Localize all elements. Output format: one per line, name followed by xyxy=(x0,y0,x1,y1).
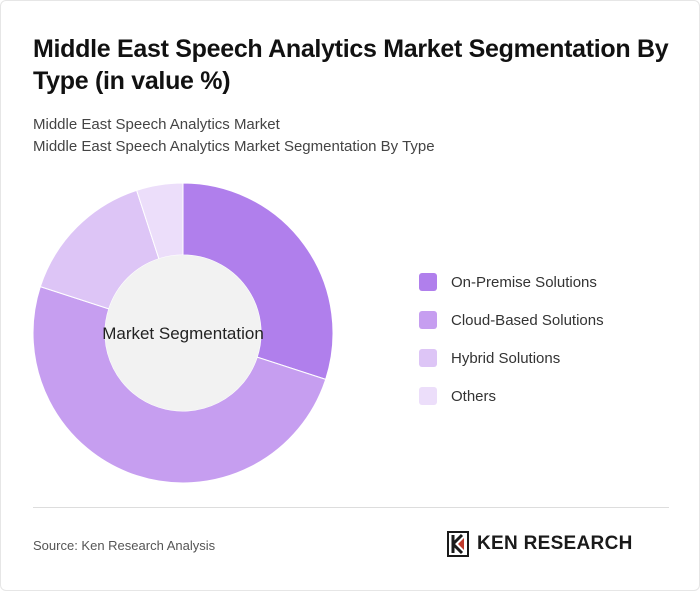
subtitle-line-2: Middle East Speech Analytics Market Segm… xyxy=(33,138,435,155)
legend-label: Cloud-Based Solutions xyxy=(451,311,604,329)
footer-divider xyxy=(33,507,669,508)
donut-hole xyxy=(105,255,261,411)
legend-item[interactable]: Cloud-Based Solutions xyxy=(419,301,604,339)
legend-label: Others xyxy=(451,387,497,405)
legend-swatch xyxy=(419,311,437,329)
source-note: Source: Ken Research Analysis xyxy=(33,538,216,553)
ken-research-logo-icon xyxy=(447,531,469,557)
chart-title: Middle East Speech Analytics Market Segm… xyxy=(33,35,669,95)
subtitle-line-1: Middle East Speech Analytics Market xyxy=(33,116,280,133)
legend-swatch xyxy=(419,273,437,291)
legend-swatch xyxy=(419,349,437,367)
legend-item[interactable]: Hybrid Solutions xyxy=(419,339,604,377)
legend-swatch xyxy=(419,387,437,405)
brand-logo-block: KEN RESEARCH xyxy=(447,529,633,559)
donut-chart: Market Segmentation xyxy=(32,182,334,484)
legend-label: On-Premise Solutions xyxy=(451,273,597,291)
legend-item[interactable]: Others xyxy=(419,377,604,415)
donut-slices xyxy=(32,182,334,484)
donut-center-label: Market Segmentation xyxy=(102,324,264,343)
legend-label: Hybrid Solutions xyxy=(451,349,561,367)
legend-item[interactable]: On-Premise Solutions xyxy=(419,263,604,301)
chart-legend: On-Premise Solutions Cloud-Based Solution… xyxy=(419,263,604,415)
chart-subtitle: Middle East Speech Analytics Market Midd… xyxy=(33,114,435,158)
brand-name: KEN RESEARCH xyxy=(477,533,633,554)
